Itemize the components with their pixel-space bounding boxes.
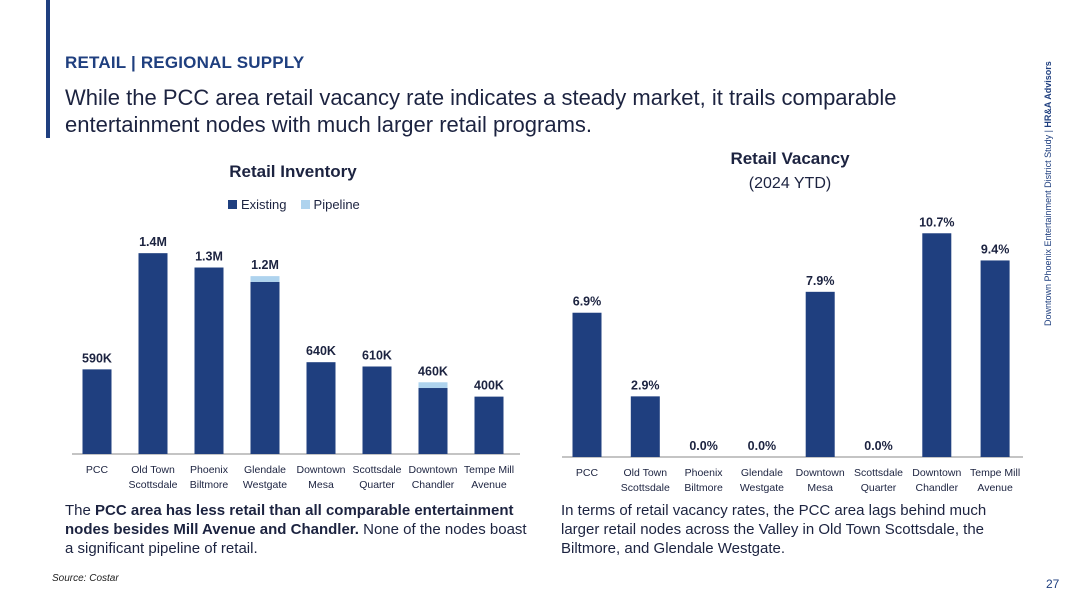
category-tick-label: Quarter [861,482,897,494]
category-tick-label: Quarter [359,479,395,491]
data-label: 460K [418,364,448,378]
vacancy-chart-subtitle: (2024 YTD) [748,175,832,192]
bar-vacancy [980,260,1010,457]
category-tick-label: Scottsdale [621,482,670,494]
inventory-caption: The PCC area has less retail than all co… [65,501,535,558]
data-label: 2.9% [631,378,660,392]
category-tick-label: Scottsdale [854,467,903,479]
category-tick-label: Tempe Mill [970,467,1020,479]
retail-vacancy-chart: 6.9% PCC 2.9% Old Town Scottsdale 0.0% Phoenix… [562,215,1023,494]
data-label: 1.3M [195,250,223,264]
bar-existing [418,388,448,454]
bar-pipeline [250,276,280,282]
data-label: 0.0% [689,439,718,453]
bar-pipeline [418,382,448,389]
data-label: 7.9% [806,274,835,288]
category-tick-label: Downtown [796,467,845,479]
legend-existing-label: Existing [241,197,287,212]
study-name: Downtown Phoenix Entertainment District … [1043,134,1053,326]
category-tick-label: Old Town [624,467,668,479]
data-label: 0.0% [864,439,893,453]
category-tick-label: Chandler [412,479,455,491]
bar-existing [82,369,112,454]
bar-existing [474,396,504,454]
vacancy-chart-title: Retail Vacancy [730,149,850,168]
separator: | [1043,127,1053,135]
category-tick-label: Glendale [244,464,286,476]
category-tick-label: Westgate [243,479,287,491]
bar-existing [194,267,224,454]
caption-bold: PCC area has less retail than all compar… [65,502,514,538]
source-note: Source: Costar [52,573,119,584]
data-label: 590K [82,351,112,365]
category-tick-label: Mesa [308,479,334,491]
category-tick-label: Biltmore [684,482,723,494]
bar-existing [306,362,336,454]
bar-vacancy [805,291,835,457]
legend-swatch-pipeline [300,200,310,209]
data-label: 0.0% [748,439,777,453]
category-tick-label: Avenue [977,482,1013,494]
category-tick-label: Downtown [296,464,345,476]
bar-vacancy [630,396,660,457]
sidebar-study-label: Downtown Phoenix Entertainment District … [1043,61,1053,326]
data-label: 1.4M [139,235,167,249]
bar-existing [250,281,280,454]
retail-inventory-chart: 590K PCC 1.4M Old Town Scottsdale 1.3M Phoenix… [72,235,520,491]
bar-existing [362,366,392,454]
category-tick-label: PCC [86,464,109,476]
caption-suffix: None of the nodes boast a significant pi… [65,521,527,557]
page-headline: While the PCC area retail vacancy rate i… [65,85,897,137]
category-tick-label: Phoenix [190,464,229,476]
category-tick-label: Scottsdale [128,479,177,491]
category-tick-label: Westgate [740,482,784,494]
category-tick-label: Scottsdale [352,464,401,476]
data-label: 1.2M [251,258,279,272]
category-tick-label: PCC [576,467,599,479]
accent-bar [46,0,50,138]
caption-prefix: The [65,502,96,519]
legend-pipeline-label: Pipeline [313,197,360,212]
page-number: 27 [1046,577,1060,591]
inventory-legend: Existing Pipeline [228,197,360,212]
vacancy-caption: In terms of retail vacancy rates, the PC… [561,502,987,557]
data-label: 6.9% [573,295,602,309]
firm-name: HR&A Advisors [1043,61,1053,128]
legend-existing: Existing [228,197,287,212]
category-tick-label: Downtown [912,467,961,479]
category-tick-label: Glendale [741,467,783,479]
legend-swatch-existing [228,200,237,209]
section-label: RETAIL | REGIONAL SUPPLY [65,53,305,72]
inventory-chart-title: Retail Inventory [229,162,357,181]
category-tick-label: Tempe Mill [464,464,514,476]
category-tick-label: Avenue [471,479,507,491]
data-label: 610K [362,348,392,362]
bar-vacancy [572,312,602,457]
data-label: 640K [306,344,336,358]
category-tick-label: Old Town [131,464,175,476]
legend-pipeline: Pipeline [300,197,360,212]
category-tick-label: Biltmore [190,479,229,491]
data-label: 400K [474,379,504,393]
category-tick-label: Chandler [915,482,958,494]
data-label: 9.4% [981,242,1010,256]
bar-existing [138,253,168,454]
category-tick-label: Phoenix [685,467,724,479]
bar-vacancy [922,233,952,457]
category-tick-label: Downtown [408,464,457,476]
category-tick-label: Mesa [807,482,833,494]
data-label: 10.7% [919,215,954,229]
